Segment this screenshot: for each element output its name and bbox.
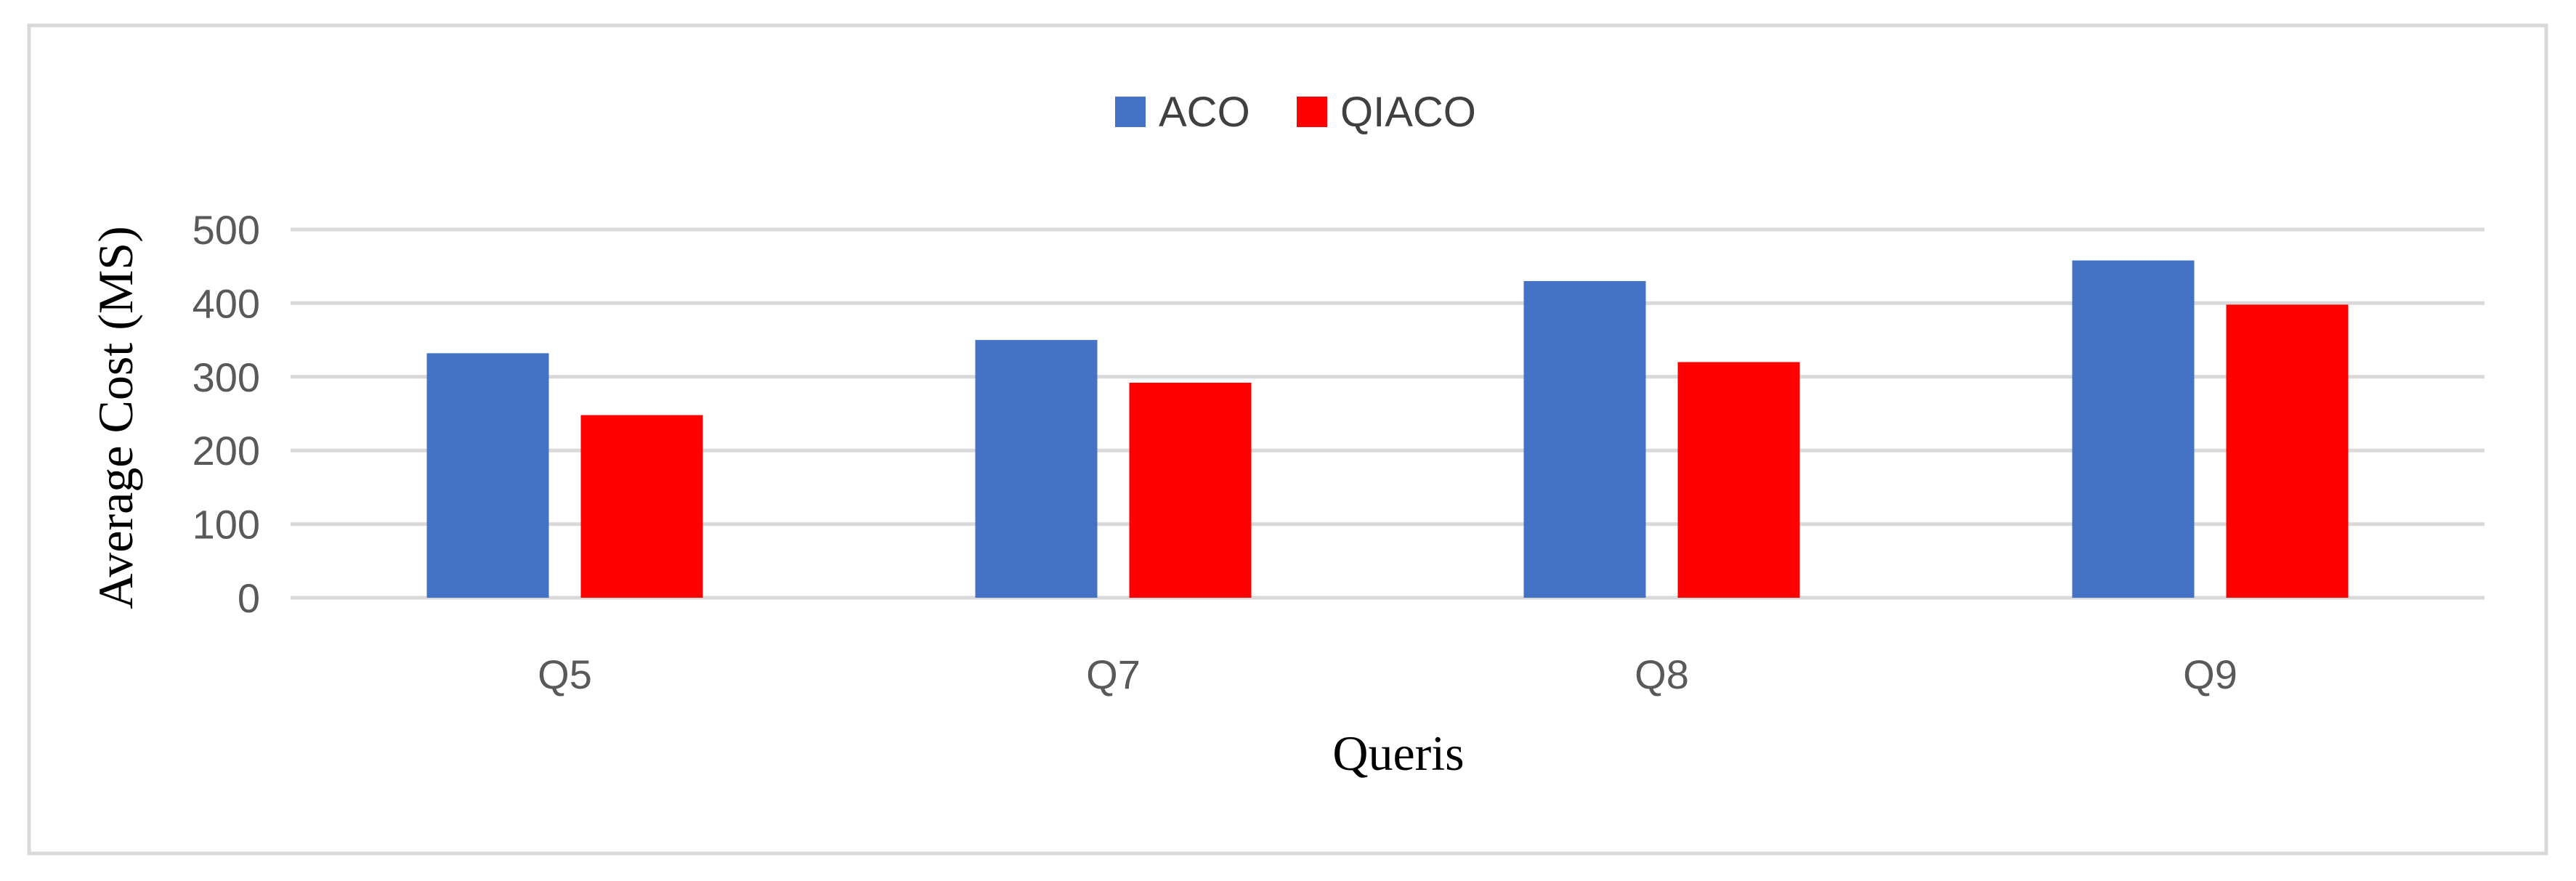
bars [426, 260, 2349, 598]
bar-qiaco-q9 [2226, 304, 2349, 598]
legend-label-aco: ACO [1159, 89, 1250, 136]
bar-qiaco-q5 [580, 415, 703, 598]
bar-qiaco-q7 [1129, 382, 1252, 598]
bar-aco-q8 [1523, 280, 1646, 598]
legend: ACO QIACO [1115, 89, 1476, 136]
x-tick-label: Q8 [1635, 651, 1689, 697]
y-tick-label: 400 [193, 280, 260, 326]
y-tick-label: 500 [193, 207, 260, 253]
legend-label-qiaco: QIACO [1340, 89, 1476, 136]
bar-qiaco-q8 [1677, 362, 1800, 598]
y-tick-label: 300 [193, 354, 260, 400]
y-tick-label: 100 [193, 502, 260, 548]
x-axis-title: Queris [1332, 726, 1464, 781]
y-axis-ticks: 0 100 200 300 400 500 [193, 207, 260, 621]
x-tick-label: Q7 [1086, 651, 1141, 697]
x-tick-label: Q5 [538, 651, 592, 697]
bar-aco-q9 [2072, 260, 2195, 598]
legend-swatch-aco [1115, 97, 1146, 127]
y-axis-title: Average Cost (MS) [88, 226, 143, 609]
y-tick-label: 0 [238, 575, 260, 621]
y-tick-label: 200 [193, 428, 260, 474]
x-axis-ticks: Q5 Q7 Q8 Q9 [538, 651, 2237, 697]
bar-aco-q5 [426, 353, 549, 598]
bar-aco-q7 [975, 340, 1098, 598]
x-tick-label: Q9 [2183, 651, 2237, 697]
legend-swatch-qiaco [1297, 97, 1327, 127]
